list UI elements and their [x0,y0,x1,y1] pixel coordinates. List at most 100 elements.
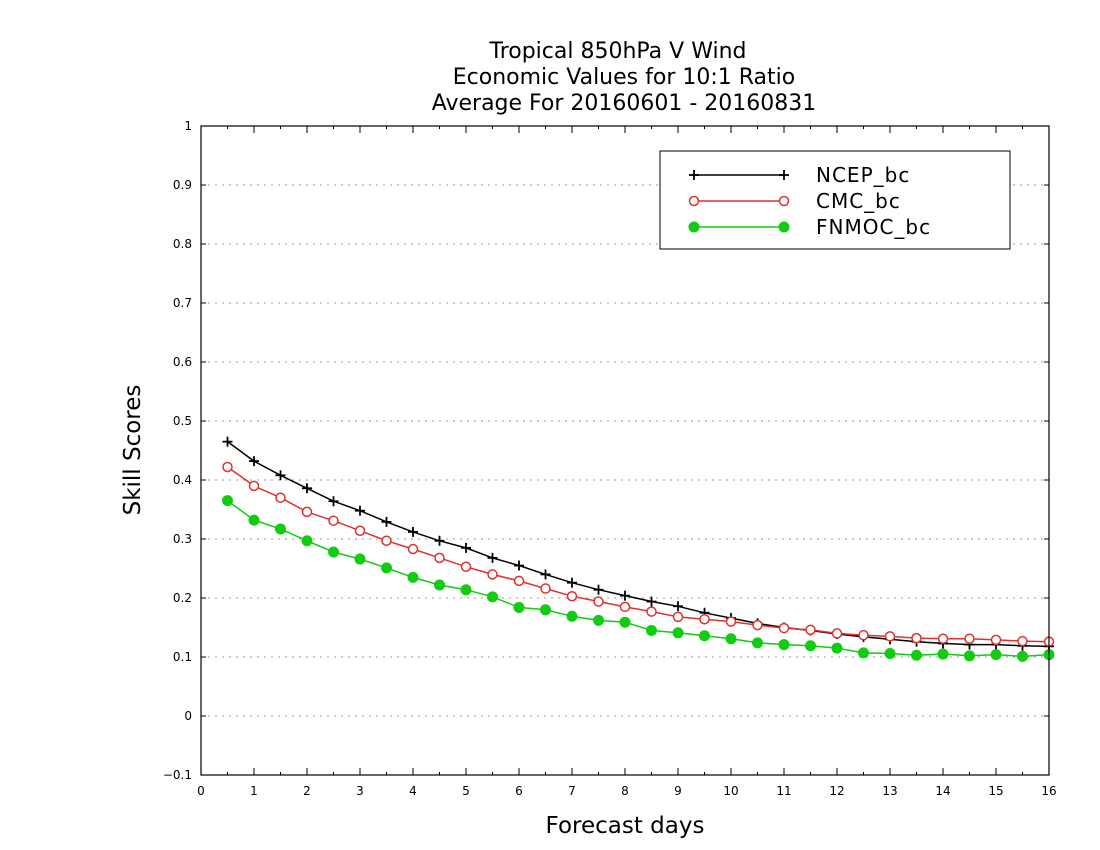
data-point-fnmoc-bc [513,601,525,613]
legend-label: NCEP_bc [816,163,910,187]
data-point-cmc-bc [752,619,763,631]
data-point-fnmoc-bc [911,649,922,661]
data-point-fnmoc-bc [381,562,392,574]
y-tick-label: 0.5 [173,414,192,428]
data-point-fnmoc-bc [222,495,233,507]
data-point-fnmoc-bc [831,642,843,654]
data-point-ncep-bc [434,535,445,546]
series-group [222,436,1055,662]
data-point-fnmoc-bc [725,633,737,645]
data-point-fnmoc-bc [301,535,313,547]
data-point-cmc-bc [858,629,869,641]
data-point-cmc-bc [646,606,657,617]
x-tick-label: 2 [303,784,311,798]
series-ncep-bc [222,436,1054,652]
y-tick-label: 0.4 [173,473,192,487]
data-point-ncep-bc [408,526,418,537]
legend-box [659,150,1011,250]
data-point-ncep-bc [540,569,551,580]
data-point-cmc-bc [964,633,975,644]
data-point-ncep-bc [302,483,312,494]
y-tick-label: −0.1 [163,768,192,782]
x-tick-label: 8 [621,784,629,798]
data-point-fnmoc-bc [805,640,816,652]
data-point-ncep-bc [461,542,471,553]
series-cmc-bc [222,461,1055,647]
legend-marker [688,221,700,233]
x-tick-label: 11 [776,784,791,798]
data-point-cmc-bc [275,492,286,503]
y-axis-label: Skill Scores [120,385,146,516]
x-tick-label: 7 [568,784,576,798]
data-point-fnmoc-bc [884,647,896,659]
data-point-fnmoc-bc [248,514,260,526]
x-tick-label: 9 [674,784,682,798]
data-point-fnmoc-bc [646,624,657,636]
data-point-fnmoc-bc [778,639,790,651]
data-point-ncep-bc [593,584,604,595]
data-point-cmc-bc [354,525,366,536]
data-point-cmc-bc [937,633,949,644]
data-point-fnmoc-bc [540,604,551,616]
y-tick-label: 0.3 [173,532,192,546]
data-point-cmc-bc [699,613,710,625]
series-line-fnmoc-bc [227,500,1050,658]
legend-marker [689,170,699,180]
data-point-fnmoc-bc [937,648,949,660]
data-point-cmc-bc [407,543,419,555]
x-tick-label: 1 [250,784,258,798]
legend-item-ncep-bc: NCEP_bc [689,163,910,187]
data-point-fnmoc-bc [354,553,366,565]
title-line-3: Average For 20160601 - 20160831 [432,91,817,116]
data-point-ncep-bc [222,436,233,447]
x-tick-label: 10 [723,784,738,798]
data-point-fnmoc-bc [460,584,472,596]
data-point-cmc-bc [460,561,472,572]
y-tick-label: 0.9 [173,178,192,192]
y-tick-label: 0.1 [173,650,192,664]
data-point-cmc-bc [805,624,816,636]
data-point-ncep-bc [567,577,577,588]
x-tick-label: 12 [829,784,844,798]
data-point-cmc-bc [328,515,339,526]
data-point-cmc-bc [434,552,445,564]
x-tick-label: 16 [1041,784,1056,798]
data-point-fnmoc-bc [407,571,419,583]
data-point-fnmoc-bc [434,579,445,591]
x-tick-label: 0 [197,784,205,798]
x-tick-label: 6 [515,784,523,798]
y-tick-label: 0.8 [173,237,192,251]
y-tick-label: 0 [184,709,192,723]
data-point-cmc-bc [1017,635,1028,647]
chart-title: Tropical 850hPa V Wind Economic Values f… [432,39,817,116]
legend-marker [778,221,790,233]
data-point-cmc-bc [725,616,737,627]
legend-marker [779,170,789,180]
x-axis-label: Forecast days [546,813,705,839]
data-point-fnmoc-bc [1017,650,1028,662]
data-point-cmc-bc [672,611,684,623]
data-point-cmc-bc [831,628,843,639]
data-point-fnmoc-bc [699,630,710,642]
y-tick-label: 0.7 [173,296,192,310]
legend-label: CMC_bc [816,189,901,213]
x-tick-label: 14 [935,784,950,798]
title-line-2: Economic Values for 10:1 Ratio [453,65,795,90]
data-point-ncep-bc [328,496,339,507]
data-point-ncep-bc [249,456,259,467]
data-point-cmc-bc [513,575,525,587]
data-point-cmc-bc [619,601,631,613]
data-point-ncep-bc [673,601,683,612]
data-point-cmc-bc [301,506,313,518]
data-point-ncep-bc [355,505,365,516]
data-point-cmc-bc [778,622,790,634]
data-point-fnmoc-bc [593,614,604,626]
data-point-fnmoc-bc [964,650,975,662]
x-tick-label: 3 [356,784,364,798]
data-point-cmc-bc [248,480,260,492]
legend-item-fnmoc-bc: FNMOC_bc [688,215,930,239]
data-point-fnmoc-bc [487,591,498,603]
data-point-fnmoc-bc [566,610,578,622]
legend-item-cmc-bc: CMC_bc [688,189,901,213]
x-tick-label: 4 [409,784,417,798]
